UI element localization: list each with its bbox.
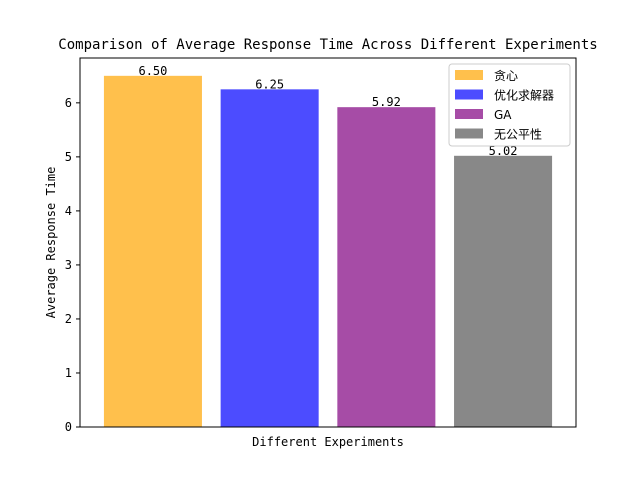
bar-2 — [220, 89, 319, 427]
x-axis-label: Different Experiments — [252, 435, 404, 449]
plot-frame — [79, 57, 577, 428]
y-tick-label: 2 — [65, 312, 72, 326]
y-tick-label: 1 — [65, 366, 72, 380]
y-axis-label: Average Response Time — [44, 167, 58, 319]
bar-value-label: 6.50 — [138, 64, 167, 78]
bar-value-label: 6.25 — [255, 77, 284, 91]
legend-frame — [448, 63, 571, 147]
bar-1 — [103, 75, 202, 427]
bars-group — [103, 75, 553, 427]
bar-3 — [337, 107, 436, 427]
y-tick-label: 4 — [65, 204, 72, 218]
y-tick-label: 6 — [65, 96, 72, 110]
legend-label: 贪心 — [494, 68, 518, 83]
bar-4 — [454, 155, 553, 427]
chart-title: Comparison of Average Response Time Acro… — [58, 37, 597, 53]
y-tick-label: 5 — [65, 150, 72, 164]
legend-label: GA — [494, 108, 512, 122]
y-axis: 0 1 2 3 4 5 6 — [65, 96, 80, 434]
y-tick-label: 0 — [65, 420, 72, 434]
bar-value-label: 5.92 — [372, 95, 401, 109]
legend-swatch — [455, 109, 483, 119]
legend-label: 优化求解器 — [494, 89, 554, 103]
legend-swatch — [455, 70, 483, 80]
legend-swatch — [455, 89, 483, 100]
bar-value-label: 5.02 — [489, 144, 518, 158]
data-labels-group: 6.50 6.25 5.92 5.02 — [138, 64, 517, 158]
y-tick-label: 3 — [65, 258, 72, 272]
legend-label: 无公平性 — [494, 128, 542, 142]
legend-swatch — [455, 128, 483, 139]
